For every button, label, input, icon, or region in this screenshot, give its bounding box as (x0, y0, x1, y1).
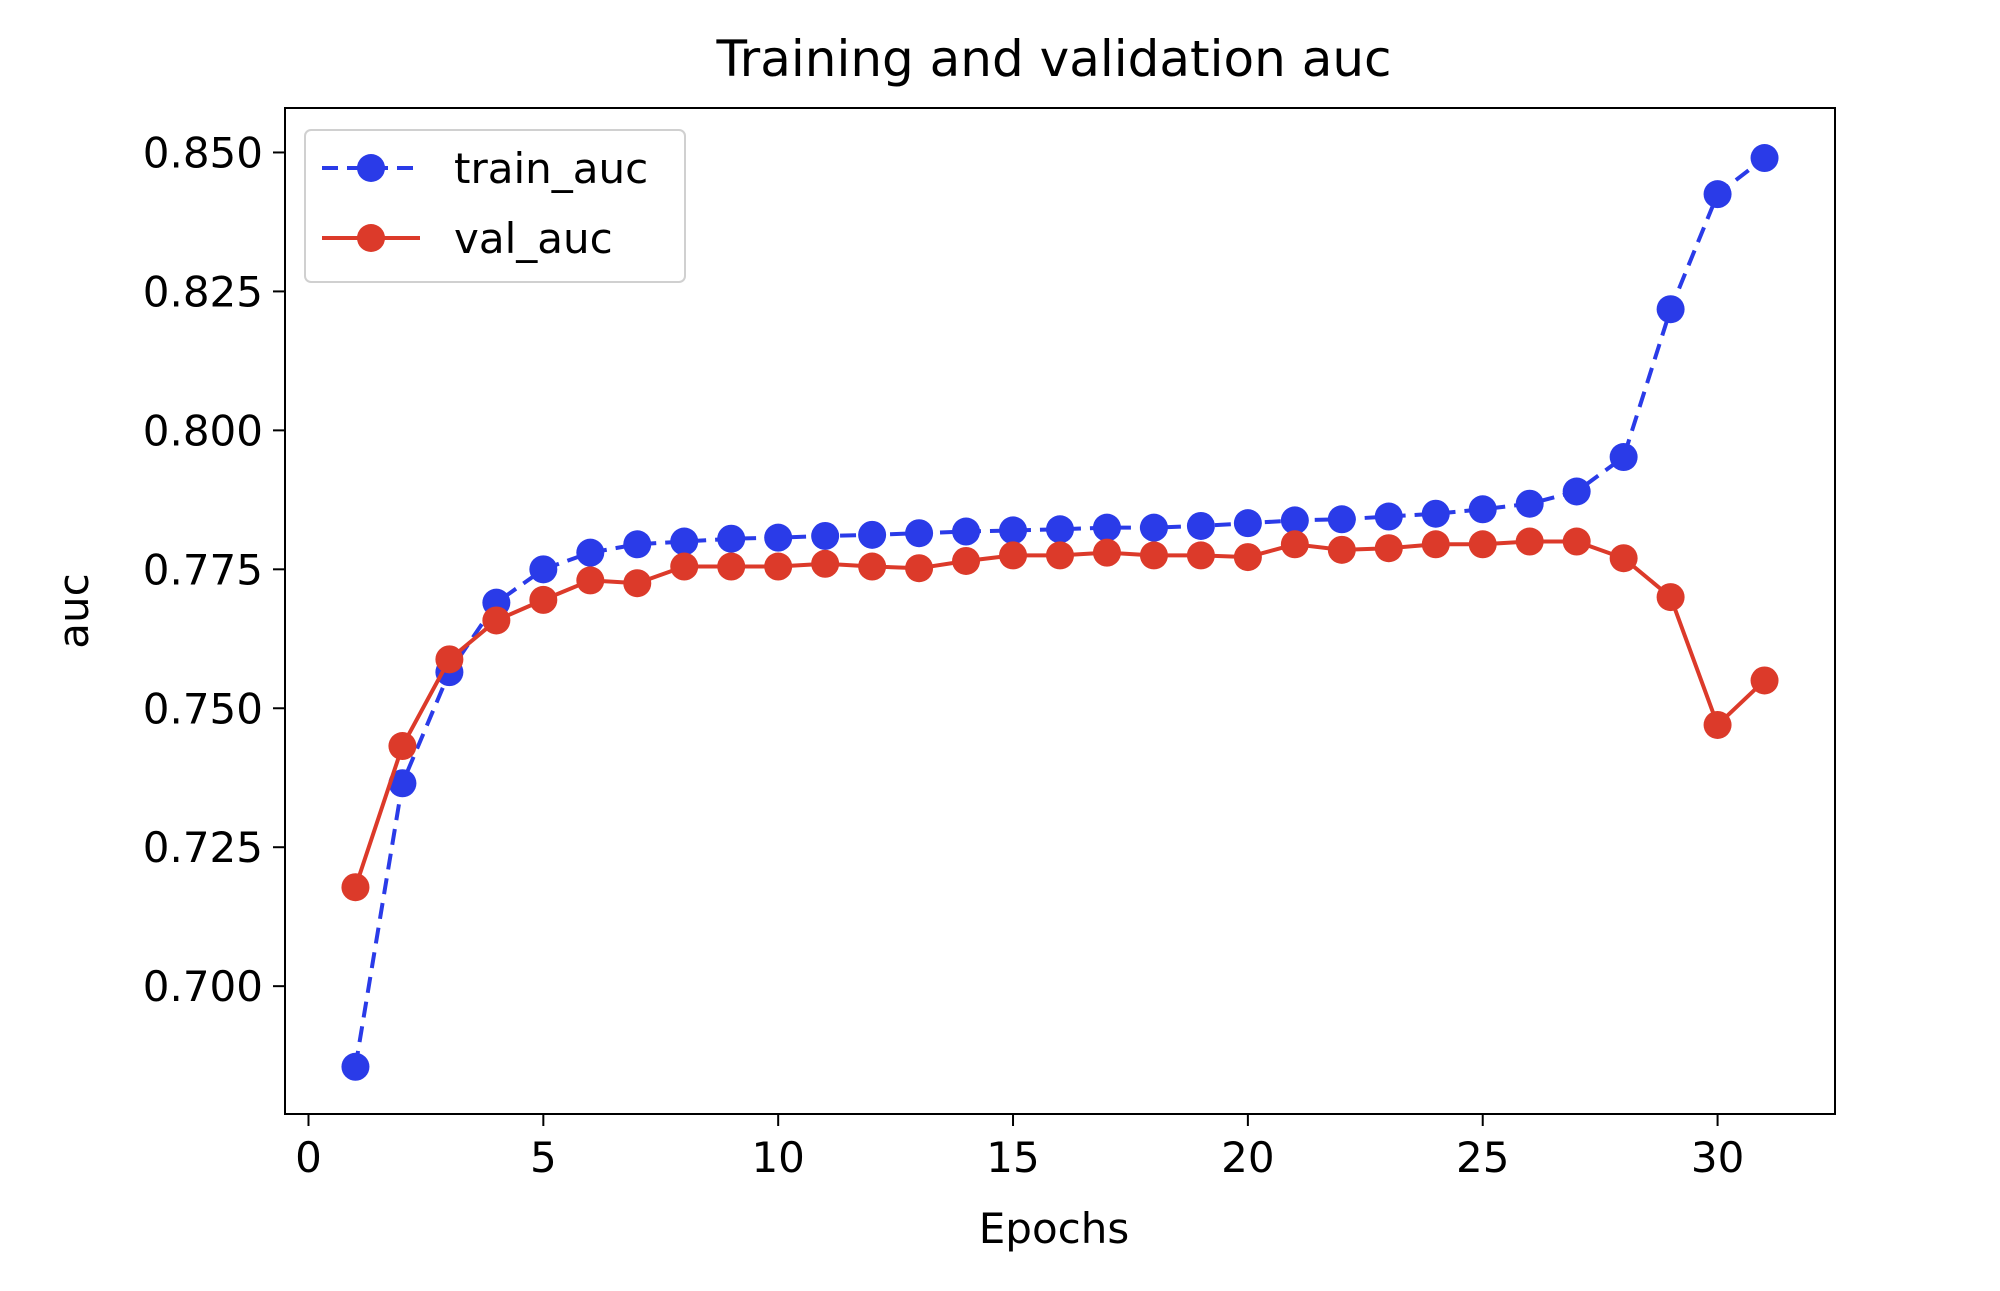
data-point-val_auc (388, 732, 417, 761)
data-point-train_auc (388, 769, 417, 798)
data-point-val_auc (482, 606, 511, 635)
data-point-val_auc (341, 873, 370, 902)
data-point-train_auc (952, 517, 981, 546)
data-point-train_auc (1656, 295, 1685, 324)
data-point-val_auc (1186, 541, 1215, 570)
data-point-val_auc (623, 569, 652, 598)
y-tick-label: 0.825 (143, 267, 263, 316)
data-point-train_auc (670, 527, 699, 556)
data-point-val_auc (1750, 666, 1779, 695)
data-point-val_auc (1139, 541, 1168, 570)
data-point-val_auc (1421, 530, 1450, 559)
data-point-val_auc (1046, 541, 1074, 570)
data-point-train_auc (905, 519, 934, 548)
y-tick-label: 0.775 (143, 545, 263, 594)
data-point-train_auc (764, 523, 793, 552)
data-point-val_auc (529, 585, 558, 614)
data-point-train_auc (1609, 443, 1638, 472)
data-point-train_auc (858, 520, 887, 549)
y-axis-label: auc (49, 573, 98, 648)
data-point-train_auc (1750, 144, 1779, 173)
y-tick-label: 0.800 (143, 406, 263, 455)
x-axis-label: Epochs (979, 1204, 1130, 1253)
data-point-train_auc (1092, 513, 1121, 542)
x-tick-label: 30 (1691, 1133, 1744, 1182)
legend-train-marker (357, 154, 385, 182)
data-point-train_auc (623, 530, 652, 559)
y-tick-label: 0.750 (143, 684, 263, 733)
data-point-val_auc (1609, 544, 1638, 573)
data-point-val_auc (1327, 535, 1356, 564)
y-axis-ticks: 0.700 0.725 0.750 0.775 0.800 0.825 0.850 (143, 128, 285, 1011)
legend-val-marker (357, 224, 385, 252)
data-point-val_auc (1515, 527, 1544, 556)
data-point-val_auc (576, 566, 605, 595)
legend-val-label: val_auc (454, 214, 613, 263)
data-point-val_auc (1233, 543, 1262, 572)
series-val_auc (341, 527, 1779, 902)
data-point-train_auc (576, 538, 605, 567)
x-tick-label: 0 (295, 1133, 322, 1182)
x-tick-label: 15 (986, 1133, 1039, 1182)
data-point-train_auc (811, 521, 840, 550)
data-point-val_auc (1562, 527, 1591, 556)
x-axis-ticks: 0 5 10 15 20 25 30 (295, 1114, 1744, 1182)
data-point-val_auc (1656, 583, 1685, 612)
data-point-val_auc (670, 552, 699, 581)
y-tick-label: 0.700 (143, 962, 263, 1011)
data-point-train_auc (999, 516, 1028, 545)
data-point-val_auc (1280, 530, 1309, 559)
data-point-train_auc (1280, 506, 1309, 535)
data-point-val_auc (952, 546, 981, 575)
data-point-val_auc (1092, 538, 1121, 567)
data-point-train_auc (1468, 495, 1497, 524)
x-tick-label: 5 (530, 1133, 557, 1182)
data-point-train_auc (1139, 513, 1168, 542)
data-point-train_auc (1186, 511, 1215, 540)
data-point-train_auc (1703, 180, 1732, 209)
plot-frame (284, 107, 1836, 1115)
data-point-train_auc (1421, 499, 1450, 528)
data-point-train_auc (1233, 509, 1262, 538)
y-tick-label: 0.850 (143, 128, 263, 177)
data-point-val_auc (1374, 534, 1403, 563)
data-point-val_auc (764, 552, 793, 581)
data-point-val_auc (1468, 530, 1497, 559)
data-point-train_auc (1515, 489, 1544, 518)
y-tick-label: 0.725 (143, 823, 263, 872)
data-point-val_auc (811, 549, 840, 578)
data-point-train_auc (1046, 515, 1074, 544)
data-point-val_auc (999, 541, 1028, 570)
legend-train-label: train_auc (454, 144, 648, 193)
x-tick-label: 25 (1456, 1133, 1509, 1182)
x-tick-label: 20 (1221, 1133, 1274, 1182)
chart-title: Training and validation auc (715, 30, 1391, 88)
data-point-train_auc (341, 1052, 370, 1081)
series-train_auc (341, 144, 1779, 1081)
data-point-val_auc (435, 645, 464, 674)
series-layer (341, 144, 1779, 1081)
legend: train_auc val_auc (304, 129, 686, 283)
data-point-val_auc (905, 554, 934, 583)
data-point-val_auc (717, 552, 746, 581)
data-point-train_auc (1562, 477, 1591, 506)
x-tick-label: 10 (751, 1133, 804, 1182)
data-point-val_auc (1703, 710, 1732, 739)
data-point-train_auc (1374, 502, 1403, 531)
data-point-train_auc (529, 555, 558, 584)
data-point-train_auc (1327, 505, 1356, 534)
data-point-train_auc (717, 524, 746, 553)
data-point-val_auc (858, 552, 887, 581)
